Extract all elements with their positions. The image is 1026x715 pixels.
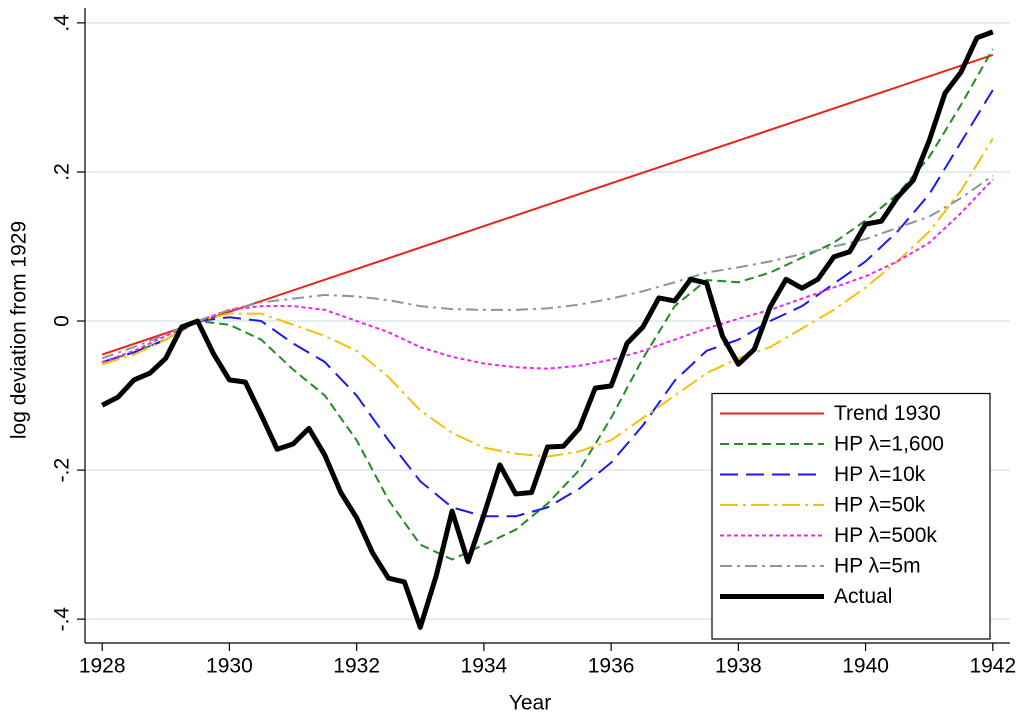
series-line	[101, 29, 994, 630]
series-line	[101, 174, 994, 360]
legend-label: Trend 1930	[834, 402, 941, 425]
x-tick-label: 1938	[715, 655, 762, 678]
y-axis-label: log deviation from 1929	[8, 221, 31, 439]
series-line	[101, 178, 994, 370]
x-tick-label: 1928	[79, 655, 126, 678]
legend: Trend 1930 HP λ=1,600 HP λ=10k HP λ=50k HP λ…	[711, 392, 991, 640]
y-tick-label: .2	[51, 163, 74, 181]
legend-label: HP λ=5m	[834, 555, 921, 578]
series-line	[101, 137, 994, 458]
y-tick-label: 0	[51, 315, 74, 327]
legend-label: HP λ=500k	[834, 524, 937, 547]
x-tick-label: 1942	[969, 655, 1016, 678]
y-tick-label: -.4	[51, 607, 74, 632]
series-line	[101, 89, 994, 518]
x-tick-label: 1932	[333, 655, 380, 678]
y-tick-label: -.2	[51, 458, 74, 483]
x-tick-label: 1936	[588, 655, 635, 678]
series-line	[101, 54, 994, 356]
y-tick-label: .4	[51, 14, 74, 32]
legend-label: HP λ=10k	[834, 463, 926, 486]
legend-label: HP λ=1,600	[834, 433, 944, 456]
x-tick-label: 1930	[206, 655, 253, 678]
legend-label: Actual	[834, 585, 892, 608]
legend-label: HP λ=50k	[834, 494, 926, 517]
series-line	[101, 48, 994, 561]
x-tick-label: 1934	[461, 655, 508, 678]
x-tick-label: 1940	[842, 655, 889, 678]
x-axis-label: Year	[509, 692, 551, 715]
